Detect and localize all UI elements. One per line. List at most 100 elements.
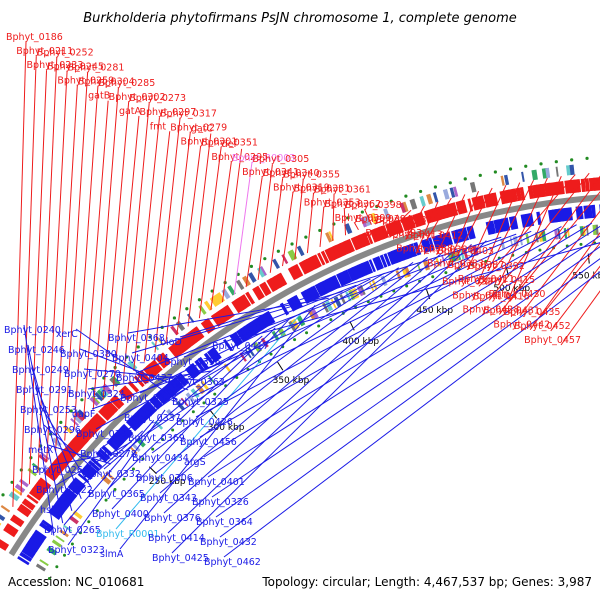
- ring-dot: [19, 468, 23, 472]
- forward-gene-label: Bphyt_0403: [437, 246, 494, 257]
- forward-gene-label: Bphyt_0295: [211, 152, 268, 163]
- leader-line: [147, 267, 400, 434]
- ring-dot-inner: [405, 284, 409, 288]
- leader-line: [187, 230, 532, 378]
- ring-dot: [360, 210, 364, 214]
- cog-segment-inner: [339, 294, 347, 305]
- leader-line: [245, 176, 263, 288]
- reverse-gene: [435, 235, 443, 249]
- forward-gene: [98, 405, 114, 421]
- forward-gene: [320, 250, 330, 264]
- forward-gene-label: Bphyt_0259: [57, 75, 114, 86]
- reverse-gene: [343, 269, 353, 284]
- forward-gene: [112, 394, 125, 407]
- reverse-gene-label: Bphyt_0364: [196, 517, 253, 528]
- reverse-gene-label: argS: [184, 457, 206, 468]
- reverse-gene: [307, 286, 318, 301]
- forward-gene: [127, 380, 140, 393]
- reverse-gene-label: xerC: [56, 329, 78, 340]
- ring-dot: [1, 493, 5, 497]
- leader-line: [364, 209, 372, 225]
- leader-line: [154, 118, 181, 353]
- leader-line: [39, 404, 92, 488]
- reverse-gene: [293, 294, 303, 308]
- cog-segment: [8, 491, 20, 502]
- reverse-gene: [32, 529, 47, 543]
- ring-dot: [585, 156, 589, 160]
- cog-segment-inner: [525, 233, 530, 245]
- forward-gene-label: Bphyt_0331: [294, 184, 351, 195]
- leader-line: [211, 235, 600, 498]
- cog-segment-inner: [472, 245, 479, 256]
- ring-dot: [197, 298, 202, 302]
- reverse-gene: [111, 430, 128, 446]
- ring-dot-inner: [171, 428, 175, 432]
- cog-segment: [344, 223, 353, 235]
- leader-line: [179, 236, 502, 338]
- forward-gene: [362, 232, 371, 246]
- leader-line: [191, 228, 547, 398]
- reverse-gene-label: Bphyt_0337: [124, 413, 181, 424]
- forward-gene-label: Bphyt_0305: [252, 154, 309, 165]
- leader-line: [155, 257, 428, 474]
- ring-dot: [463, 177, 467, 181]
- reverse-gene: [420, 238, 433, 254]
- reverse-gene: [172, 377, 184, 390]
- forward-gene: [16, 504, 32, 518]
- forward-gene: [291, 263, 304, 279]
- reverse-gene-label: Bphyt_0253: [20, 405, 77, 416]
- ring-dot: [80, 398, 84, 402]
- leader-line: [133, 117, 160, 371]
- leader-line: [107, 327, 276, 490]
- ring-dot-inner: [444, 271, 448, 275]
- forward-gene-label: Bphyt_0452: [514, 321, 571, 332]
- reverse-gene-label: Bphyt_0326: [192, 497, 249, 508]
- forward-gene: [365, 231, 374, 245]
- ring-dot: [478, 173, 482, 177]
- forward-gene-label: Bphyt_0233: [27, 60, 84, 71]
- topology-text: Topology: circular; Length: 4,467,537 bp…: [261, 575, 592, 589]
- leader-line: [478, 174, 576, 287]
- cog-segment: [432, 192, 439, 203]
- cog-segment: [127, 360, 138, 371]
- cog-segment: [370, 212, 378, 224]
- forward-gene: [26, 494, 39, 505]
- forward-gene: [118, 388, 131, 401]
- leader-line: [37, 57, 58, 474]
- leader-line: [269, 178, 284, 273]
- forward-gene-label: Bphyt_0297: [139, 107, 196, 118]
- leader-line: [219, 258, 600, 538]
- leader-line: [127, 297, 329, 334]
- cog-segment-inner: [557, 228, 561, 240]
- forward-gene: [12, 514, 25, 524]
- cog-segment-inner: [46, 546, 58, 556]
- reverse-gene-label: Bphyt_0414: [148, 533, 205, 544]
- reverse-gene: [372, 255, 384, 271]
- cog-segment-inner: [100, 474, 112, 485]
- forward-gene: [491, 192, 499, 207]
- leader-line: [415, 201, 439, 254]
- gene-labels: Bphyt_0186 Bphyt_0211 Bphyt_0233 Bphyt_0252…: [4, 32, 581, 568]
- leader-line: [221, 148, 243, 303]
- reverse-gene-label: Bphyt_0380: [60, 349, 117, 360]
- forward-gene: [277, 272, 288, 287]
- cog-segment: [212, 294, 222, 306]
- leader-line: [139, 278, 371, 394]
- leader-line: [135, 284, 357, 374]
- tick-mark: [505, 266, 509, 277]
- cog-segment: [531, 169, 538, 181]
- forward-gene: [149, 359, 163, 374]
- cog-segment-inner: [404, 266, 411, 277]
- forward-gene-label: Bphyt_0319: [273, 182, 330, 193]
- ring-dot: [448, 181, 452, 185]
- forward-gene-label: Bphyt_0397: [442, 276, 499, 287]
- cog-segment: [500, 175, 505, 186]
- forward-gene: [252, 285, 265, 301]
- reverse-gene: [339, 270, 351, 285]
- leader-line: [35, 384, 82, 500]
- cog-segment: [363, 215, 372, 227]
- leader-lines: [12, 41, 600, 558]
- reverse-gene-label: Bphyt_0426: [176, 417, 233, 428]
- forward-gene: [75, 432, 88, 445]
